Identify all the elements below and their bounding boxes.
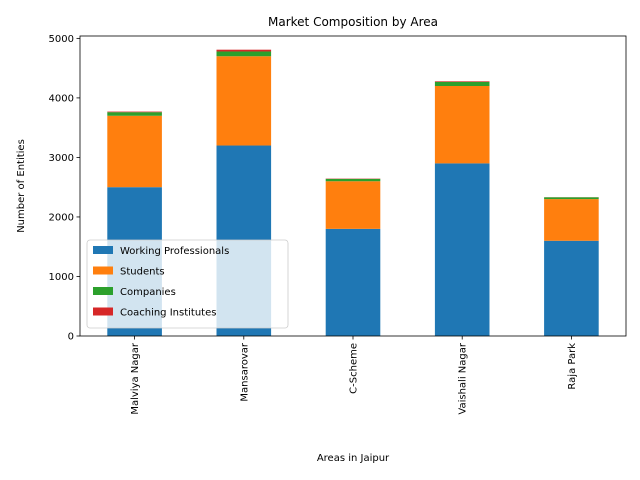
legend: Working Professionals Students Companies Co…: [86, 239, 289, 329]
legend-swatch-2: [93, 287, 113, 295]
y-tick-label-0: 0: [68, 332, 74, 343]
y-tick-label-4: 4000: [49, 93, 74, 104]
chart-title: Market Composition by Area: [268, 15, 438, 29]
y-axis: 0 1000 2000 3000 4000 5000: [49, 34, 80, 343]
bar-segment-2-0: [107, 112, 162, 116]
legend-box: [86, 239, 289, 329]
legend-label-3: Coaching Institutes: [120, 308, 216, 319]
y-tick-label-5: 5000: [49, 34, 74, 45]
legend-label-0: Working Professionals: [120, 246, 229, 257]
bar-segment-1-4: [544, 199, 599, 241]
bar-segment-3-0: [107, 111, 162, 113]
x-tick-label-2: C-Scheme: [349, 343, 360, 394]
bar-segment-0-4: [544, 240, 599, 336]
x-tick-label-3: Vaishali Nagar: [458, 342, 469, 414]
bar-segment-3-3: [434, 81, 490, 82]
x-axis-label: Areas in Jaipur: [317, 453, 390, 464]
bar-segment-2-1: [216, 51, 272, 57]
y-tick-label-3: 3000: [49, 153, 74, 164]
bar-segment-3-1: [216, 49, 272, 52]
y-tick-label-1: 1000: [49, 272, 74, 283]
plot-frame: [79, 35, 627, 337]
bar-segment-1-3: [434, 86, 490, 164]
bar-segment-1-1: [216, 56, 272, 146]
bars-group: [107, 49, 599, 336]
legend-label-1: Students: [120, 267, 165, 278]
legend-swatch-1: [93, 266, 113, 275]
x-axis: Malviya Nagar Mansarovar C-Scheme Vaishali …: [130, 336, 578, 415]
bar-segment-1-2: [325, 181, 381, 229]
bar-segment-2-4: [544, 197, 599, 200]
x-tick-label-4: Raja Park: [567, 343, 578, 390]
bar-segment-2-2: [325, 178, 381, 182]
bar-segment-0-2: [325, 228, 381, 336]
legend-swatch-0: [93, 246, 113, 254]
bar-segment-1-0: [107, 115, 162, 188]
y-tick-label-2: 2000: [49, 212, 74, 223]
bar-segment-0-3: [434, 163, 490, 336]
legend-label-2: Companies: [120, 287, 176, 298]
bar-segment-2-3: [434, 81, 490, 86]
y-axis-label: Number of Entities: [16, 139, 27, 233]
x-tick-label-1: Mansarovar: [239, 342, 250, 401]
x-tick-label-0: Malviya Nagar: [130, 342, 141, 415]
legend-swatch-3: [93, 307, 113, 316]
